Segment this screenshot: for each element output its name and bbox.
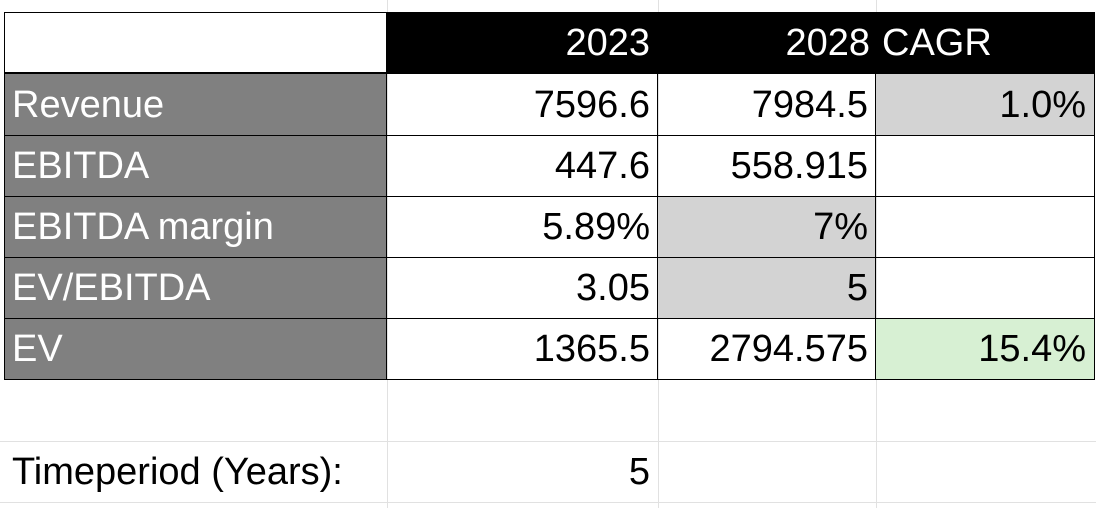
table-border [657, 73, 658, 380]
grid-line [0, 502, 1096, 503]
table-border [4, 135, 1094, 136]
table-border [4, 73, 1094, 74]
timeperiod-label[interactable]: Timeperiod (Years): [12, 451, 343, 493]
header-cagr-cell[interactable]: CAGR [876, 12, 1094, 73]
row-label-revenue[interactable]: Revenue [4, 74, 387, 135]
table-border [386, 12, 387, 380]
table-border [875, 73, 876, 380]
table-border [4, 379, 1094, 380]
ebitda-margin-cagr-cell[interactable] [876, 197, 1094, 257]
table-border [1094, 12, 1095, 380]
ev-cagr-cell[interactable]: 15.4% [876, 319, 1094, 379]
ev-ebitda-2023-cell[interactable]: 3.05 [576, 267, 650, 309]
row-label-ev[interactable]: EV [4, 319, 387, 379]
revenue-cagr-cell[interactable]: 1.0% [876, 74, 1094, 135]
revenue-2028-cell[interactable]: 7984.5 [751, 83, 868, 126]
ev-ebitda-cagr-cell[interactable] [876, 258, 1094, 318]
revenue-2023-cell[interactable]: 7596.6 [533, 83, 650, 126]
row-label-ebitda-margin[interactable]: EBITDA margin [4, 197, 387, 257]
ebitda-2028-cell[interactable]: 558.915 [730, 145, 868, 187]
ebitda-2023-cell[interactable]: 447.6 [554, 145, 650, 187]
ebitda-margin-2023-cell[interactable]: 5.89% [542, 206, 650, 248]
grid-line [0, 441, 1096, 442]
header-empty-cell[interactable] [4, 12, 387, 73]
row-label-ev-ebitda[interactable]: EV/EBITDA [4, 258, 387, 318]
grid-line [876, 0, 877, 508]
grid-line [387, 0, 388, 508]
row-label-ebitda[interactable]: EBITDA [4, 136, 387, 196]
ev-2023-cell[interactable]: 1365.5 [533, 328, 650, 370]
timeperiod-value-cell[interactable]: 5 [628, 451, 650, 493]
table-border [4, 12, 5, 380]
table-border [4, 196, 1094, 197]
ebitda-cagr-cell[interactable] [876, 136, 1094, 196]
table-border [4, 257, 1094, 258]
ev-2028-cell[interactable]: 2794.575 [709, 328, 869, 370]
table-border [4, 318, 1094, 319]
table-border [4, 12, 1094, 13]
ebitda-margin-2028-cell[interactable]: 7% [658, 197, 876, 257]
ev-ebitda-2028-cell[interactable]: 5 [658, 258, 876, 318]
header-2028-cell[interactable]: 2028 [658, 12, 876, 73]
header-2023-cell[interactable]: 2023 [387, 12, 658, 73]
